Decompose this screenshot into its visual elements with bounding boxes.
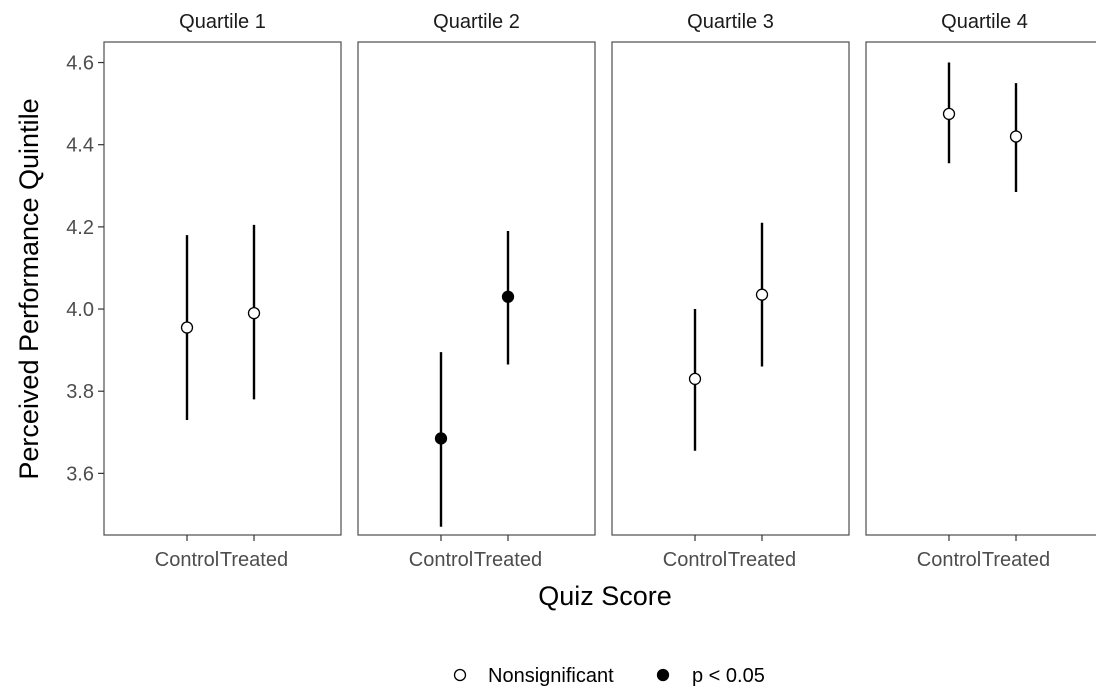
facet-panel [865,41,1096,536]
facet-title: Quartile 3 [687,11,774,33]
facet-panel [357,41,596,536]
facet-title: Quartile 1 [179,11,266,33]
x-tick-label: Control [155,549,219,571]
legend-marker-open [453,668,467,682]
facet-panel [103,41,342,536]
data-point-nonsignificant [180,321,194,334]
x-tick-label: Control [409,549,473,571]
y-tick-label: 4.0 [66,299,94,321]
y-axis-label: Perceived Performance Quintile [14,98,44,479]
x-tick-label: Treated [982,549,1050,571]
x-tick-label: Treated [474,549,542,571]
data-point-nonsignificant [755,288,769,301]
facet-3: Quartile 3 Control Treated [611,11,850,571]
y-tick-label: 4.4 [66,135,94,157]
facet-4: Quartile 4 Control Treated [865,11,1096,571]
y-tick-label: 4.2 [66,217,94,239]
y-tick-label: 3.8 [66,381,94,403]
legend: Nonsignificant p < 0.05 [453,665,765,687]
data-point-significant [501,290,515,303]
x-tick-label: Treated [728,549,796,571]
x-tick-label: Control [917,549,981,571]
facet-title: Quartile 4 [941,11,1028,33]
facet-1: Quartile 1 Control Treated [103,11,342,571]
legend-label: Nonsignificant [488,665,614,687]
x-axis-label: Quiz Score [538,581,672,611]
x-tick-label: Treated [220,549,288,571]
y-axis: 3.6 3.8 4.0 4.2 4.4 4.6 [66,53,104,485]
data-point-nonsignificant [942,107,956,121]
facet-panel [611,41,850,536]
facet-title: Quartile 2 [433,11,520,33]
data-point-nonsignificant [688,372,702,386]
data-point-significant [434,432,448,445]
y-tick-label: 3.6 [66,463,94,485]
y-tick-label: 4.6 [66,53,94,75]
x-tick-label: Control [663,549,727,571]
legend-marker-filled [656,668,670,682]
data-point-nonsignificant [1009,130,1023,143]
data-point-nonsignificant [247,306,261,320]
facet-2: Quartile 2 Control Treated [357,11,596,571]
legend-label: p < 0.05 [692,665,765,687]
